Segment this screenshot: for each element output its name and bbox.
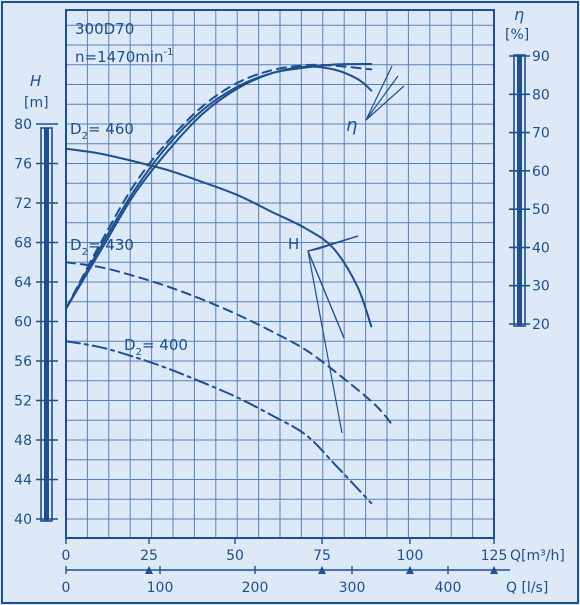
bottom-x-axis-ticks: 0 100 200 300 400 bbox=[62, 566, 498, 596]
top-x-tick-label: 125 bbox=[481, 548, 508, 564]
speed-exponent: -1 bbox=[164, 47, 174, 58]
right-tick-label: 40 bbox=[532, 240, 550, 256]
speed-text: n=1470min bbox=[75, 48, 164, 66]
left-tick-label: 76 bbox=[14, 157, 32, 173]
left-axis-symbol: H bbox=[30, 72, 41, 90]
head-leader-1 bbox=[307, 235, 359, 252]
curve-label-d2-400: D2= 400 bbox=[124, 336, 188, 358]
bottom-x-tick-label: 200 bbox=[242, 580, 269, 596]
curve-d2-460 bbox=[65, 147, 373, 328]
axis-marker-triangle bbox=[318, 566, 326, 574]
right-tick-label: 60 bbox=[532, 164, 550, 180]
speed-label: n=1470min-1 bbox=[75, 47, 174, 66]
left-tick-label: 52 bbox=[14, 394, 32, 410]
bottom-x-tick-label: 400 bbox=[435, 580, 462, 596]
top-x-tick-label: 75 bbox=[313, 548, 331, 564]
left-tick-label: 72 bbox=[14, 196, 32, 212]
bottom-x-tick-label: 0 bbox=[62, 580, 71, 596]
top-x-tick-label: 50 bbox=[226, 548, 244, 564]
right-axis-symbol: η bbox=[514, 5, 524, 24]
annotation-head: H bbox=[288, 235, 299, 253]
right-axis-ticks: 20 30 40 50 60 70 80 90 bbox=[509, 49, 550, 333]
right-tick-label: 20 bbox=[532, 317, 550, 333]
bottom-x-tick-label: 300 bbox=[339, 580, 366, 596]
bottom-x-tick-label: 100 bbox=[147, 580, 174, 596]
axis-marker-triangle bbox=[145, 566, 153, 574]
eta-leader-2 bbox=[365, 75, 399, 121]
annotation-efficiency: η bbox=[346, 115, 357, 136]
axis-marker-triangle bbox=[406, 566, 414, 574]
right-tick-label: 90 bbox=[532, 49, 550, 65]
right-tick-label: 50 bbox=[532, 202, 550, 218]
left-tick-label: 40 bbox=[14, 512, 32, 528]
left-tick-label: 60 bbox=[14, 315, 32, 331]
head-leader-2 bbox=[307, 250, 345, 339]
left-tick-label: 80 bbox=[14, 117, 32, 133]
curves bbox=[65, 63, 393, 505]
plot-area-border bbox=[65, 9, 495, 539]
right-tick-label: 30 bbox=[532, 279, 550, 295]
left-axis-bar-inner bbox=[44, 128, 49, 521]
left-tick-label: 68 bbox=[14, 236, 32, 252]
top-x-axis-unit: Q[m³/h] bbox=[510, 548, 565, 564]
curve-label-d2-460: D2= 460 bbox=[70, 120, 134, 142]
right-tick-label: 80 bbox=[532, 87, 550, 103]
left-tick-label: 44 bbox=[14, 473, 32, 489]
axis-marker-triangle bbox=[490, 566, 498, 574]
curve--d2-460 bbox=[65, 65, 373, 310]
top-x-tick-label: 25 bbox=[140, 548, 158, 564]
left-axis-unit: [m] bbox=[24, 95, 49, 111]
right-axis-unit: [%] bbox=[505, 27, 529, 43]
left-tick-label: 56 bbox=[14, 354, 32, 370]
curve--d2-430 bbox=[65, 63, 373, 310]
eta-leader-3 bbox=[365, 85, 405, 121]
head-leader-3 bbox=[307, 250, 343, 434]
bottom-x-axis-unit: Q [l/s] bbox=[506, 580, 548, 596]
top-x-tick-label: 0 bbox=[62, 548, 71, 564]
curve--d2-400 bbox=[65, 63, 373, 310]
top-x-axis-ticks: 0 25 50 75 100 125 bbox=[62, 538, 508, 564]
top-x-tick-label: 100 bbox=[397, 548, 424, 564]
eta-leader-1 bbox=[365, 65, 393, 121]
curve-d2-430 bbox=[65, 261, 393, 426]
curve-d2-400 bbox=[65, 340, 373, 505]
chart-title: 300D70 bbox=[75, 20, 134, 38]
curve-label-d2-430: D2= 430 bbox=[70, 236, 134, 258]
left-tick-label: 64 bbox=[14, 275, 32, 291]
left-tick-label: 48 bbox=[14, 433, 32, 449]
left-axis-ticks: 40 44 48 52 56 60 64 68 72 76 80 bbox=[14, 117, 58, 528]
right-tick-label: 70 bbox=[532, 126, 550, 142]
right-axis-bar-inner bbox=[517, 55, 522, 326]
